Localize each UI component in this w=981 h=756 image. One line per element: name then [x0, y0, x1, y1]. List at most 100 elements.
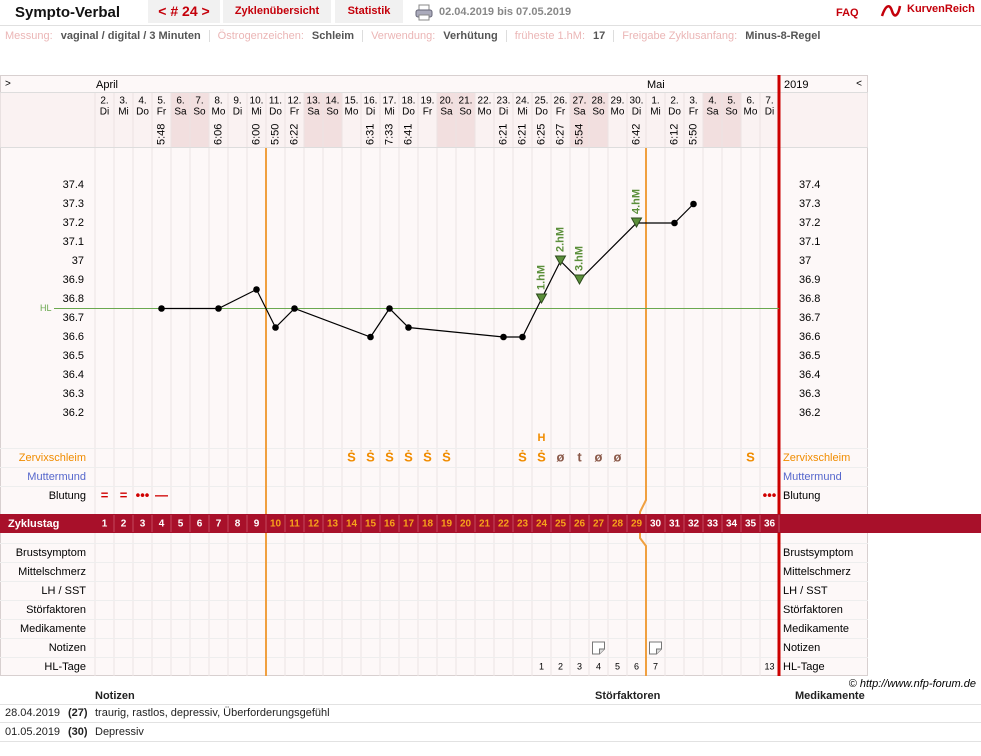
row-label: Blutung: [49, 490, 86, 502]
weekend-shade: [589, 92, 608, 147]
table-header: Störfaktoren: [595, 690, 661, 702]
weekday-label: Sa: [706, 107, 719, 118]
date-label: 23.: [497, 96, 511, 107]
y-tick-label: 36.5: [799, 350, 820, 362]
cycle-day: 10: [270, 519, 282, 530]
temperature-point: [291, 305, 298, 312]
row-mark: —: [155, 487, 168, 502]
weekday-label: Di: [765, 107, 774, 118]
temperature-point: [272, 324, 279, 331]
setting-value: Verhütung: [443, 30, 498, 42]
weekday-label: So: [592, 107, 605, 118]
cycle-day: 20: [460, 519, 472, 530]
date-label: 29.: [611, 96, 625, 107]
row-label: Mittelschmerz: [18, 566, 86, 578]
time-label: 5:48: [155, 124, 167, 145]
tab[interactable]: Zyklenübersicht: [223, 0, 331, 23]
date-label: 22.: [478, 96, 492, 107]
tab[interactable]: Statistik: [335, 0, 403, 23]
temperature-point: [405, 324, 412, 331]
date-label: 4.: [708, 96, 716, 107]
settings-row: Messung: vaginal / digital / 3 Minuten Öst…: [5, 29, 828, 43]
weekday-label: Mi: [118, 107, 129, 118]
y-tick-label: 36.6: [799, 331, 820, 343]
row-mark: S: [746, 449, 755, 464]
separator: [362, 30, 364, 42]
y-tick-label: 37.1: [63, 236, 84, 248]
cycle-day: 32: [688, 519, 700, 530]
year-label: 2019: [784, 79, 808, 91]
weekday-label: Fr: [290, 107, 300, 118]
row-label: Mittelschmerz: [783, 566, 851, 578]
weekday-label: Di: [100, 107, 109, 118]
print-icon[interactable]: [415, 3, 433, 21]
y-tick-label: 36.2: [63, 407, 84, 419]
time-label: 6:41: [402, 124, 414, 145]
temperature-point: [215, 305, 222, 312]
time-label: 6:21: [497, 124, 509, 145]
weekday-label: So: [459, 107, 472, 118]
cycle-day: 35: [745, 519, 757, 530]
setting-label: Verwendung:: [371, 30, 436, 42]
time-label: 6:31: [364, 124, 376, 145]
date-label: 28.: [592, 96, 606, 107]
weekday-label: Sa: [440, 107, 453, 118]
time-label: 6:25: [535, 124, 547, 145]
cycle-day: 6: [197, 519, 203, 530]
weekday-label: Di: [499, 107, 508, 118]
cycle-day: 7: [216, 519, 222, 530]
cycle-day: 22: [498, 519, 510, 530]
y-tick-label: 37.2: [799, 217, 820, 229]
weekday-label: So: [193, 107, 206, 118]
cycle-day: 12: [308, 519, 320, 530]
row-mark: =: [120, 487, 128, 502]
setting-value: Schleim: [311, 30, 355, 42]
row-mark: Ṡ: [537, 449, 546, 464]
logo-text[interactable]: KurvenReich: [907, 3, 975, 15]
cycle-day: 28: [612, 519, 624, 530]
y-tick-label: 36.9: [63, 274, 84, 286]
cycle-day: 13: [327, 519, 339, 530]
y-tick-label: 36.7: [799, 312, 820, 324]
time-label: 5:50: [687, 124, 699, 145]
row-mark: Ṡ: [423, 449, 432, 464]
date-label: 14.: [326, 96, 340, 107]
weekday-label: Do: [269, 107, 282, 118]
cycle-day: 19: [441, 519, 453, 530]
cycle-nav[interactable]: < # 24 >: [148, 0, 220, 23]
date-label: 5.: [157, 96, 165, 107]
cycle-day: 26: [574, 519, 586, 530]
weekend-shade: [323, 92, 342, 147]
separator: [613, 30, 615, 42]
temperature-point: [158, 305, 165, 312]
weekend-shade: [171, 92, 190, 147]
weekday-label: Fr: [556, 107, 566, 118]
weekday-label: Mo: [611, 107, 625, 118]
note-date: 01.05.2019: [5, 726, 61, 738]
row-label: Muttermund: [783, 471, 842, 483]
date-label: 2.: [100, 96, 108, 107]
date-label: 3.: [689, 96, 697, 107]
row-label: Brustsymptom: [16, 547, 86, 559]
y-tick-label: 37: [72, 255, 84, 267]
hm-label: 4.hM: [630, 189, 642, 214]
cycle-day: 31: [669, 519, 681, 530]
date-range: 02.04.2019 bis 07.05.2019: [439, 6, 572, 18]
time-label: 5:54: [573, 124, 585, 145]
cycle-day: 5: [178, 519, 184, 530]
date-label: 20.: [440, 96, 454, 107]
time-label: 5:50: [269, 124, 281, 145]
hm-marker: [630, 217, 643, 229]
weekday-label: Mi: [384, 107, 395, 118]
row-mark: t: [577, 449, 582, 464]
logo-icon: [880, 5, 902, 17]
y-tick-label: 37: [799, 255, 811, 267]
faq-link[interactable]: FAQ: [836, 7, 859, 19]
weekday-label: Mo: [345, 107, 359, 118]
cycle-day: 21: [479, 519, 491, 530]
date-label: 4.: [138, 96, 146, 107]
cycle-day: 2: [121, 519, 127, 530]
row-mark: 6: [634, 661, 639, 671]
note-text: traurig, rastlos, depressiv, Überforderu…: [95, 707, 330, 719]
